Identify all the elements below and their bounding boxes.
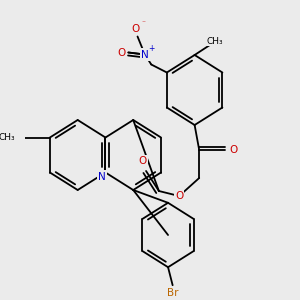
Text: O: O <box>117 47 125 58</box>
Text: CH₃: CH₃ <box>206 37 223 46</box>
Text: ⁻: ⁻ <box>141 18 145 27</box>
Text: O: O <box>138 156 146 166</box>
Text: O: O <box>132 23 140 34</box>
Text: CH₃: CH₃ <box>0 133 15 142</box>
Text: O: O <box>229 145 237 155</box>
Text: N: N <box>98 172 106 182</box>
Text: Br: Br <box>167 288 178 298</box>
Text: O: O <box>175 191 183 201</box>
Text: +: + <box>148 44 154 53</box>
Text: N: N <box>141 50 149 59</box>
